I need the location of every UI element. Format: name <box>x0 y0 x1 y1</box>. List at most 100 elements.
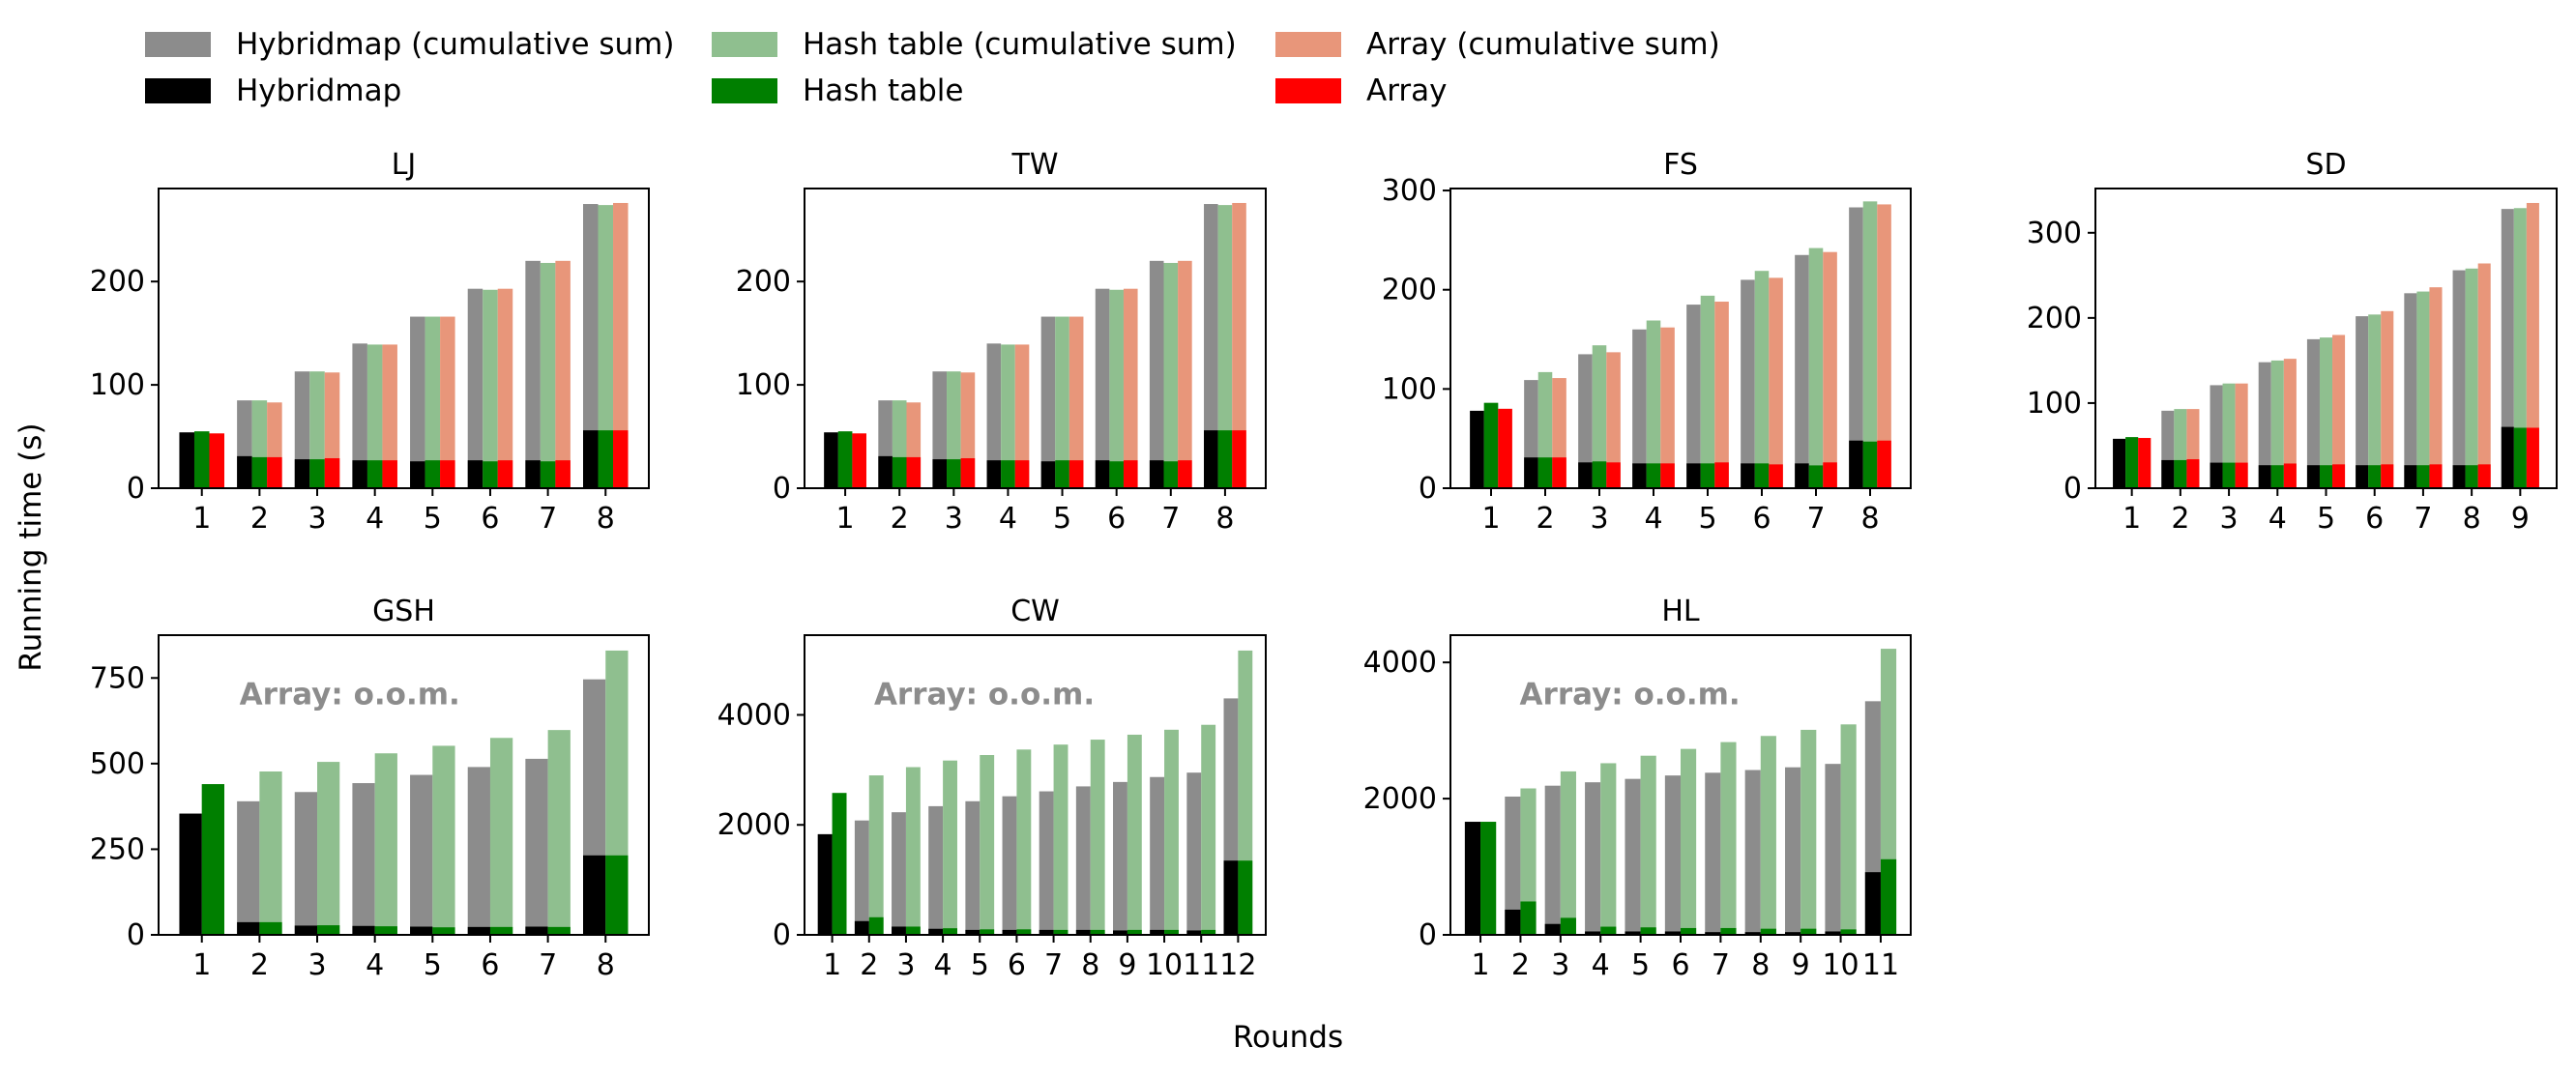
bar-hash-table-2 <box>892 456 907 488</box>
bar-hash-table-cumulative-sum--5 <box>432 745 455 935</box>
x-tick-label: 1 <box>2122 502 2141 536</box>
bar-hash-table-4 <box>1001 460 1015 488</box>
bar-hash-table-cumulative-sum--4 <box>374 753 397 935</box>
bar-hash-table-2 <box>1520 901 1537 935</box>
bar-hash-table-cumulative-sum--4 <box>1646 320 1661 488</box>
legend-label: Hybridmap <box>236 73 402 108</box>
bar-array-2 <box>906 456 922 488</box>
x-tick-label: 3 <box>945 502 963 536</box>
bar-array-cumulative-sum--7 <box>1823 251 1837 488</box>
bar-hybridmap-cumulative-sum--10 <box>1825 764 1841 935</box>
x-tick-label: 2 <box>860 948 878 982</box>
y-tick-label: 300 <box>2027 217 2082 250</box>
legend-label: Hybridmap (cumulative sum) <box>236 27 675 62</box>
axes-frame <box>158 188 650 489</box>
legend: Hybridmap (cumulative sum) Hybridmap Has… <box>145 21 1789 113</box>
bar-array-6 <box>497 460 513 488</box>
x-tick-label: 8 <box>1751 948 1770 982</box>
bar-array-cumulative-sum--6 <box>497 288 513 488</box>
bar-array-cumulative-sum--8 <box>2477 263 2491 488</box>
bar-hybridmap-2 <box>854 920 869 935</box>
bar-hash-table-5 <box>2319 465 2333 488</box>
x-tick-label: 1 <box>823 948 841 982</box>
x-tick-label: 1 <box>1481 502 1500 536</box>
legend-item-hashtable: Hash table <box>712 68 963 114</box>
x-tick-label: 7 <box>1044 948 1063 982</box>
bar-hash-table-cumulative-sum--8 <box>1090 740 1105 935</box>
bar-hybridmap-cumulative-sum--7 <box>1039 791 1054 935</box>
axes-frame <box>1449 188 1912 489</box>
legend-swatch <box>145 78 211 103</box>
bar-array-3 <box>2235 462 2248 488</box>
y-tick-label: 100 <box>2027 387 2082 421</box>
bar-hybridmap-3 <box>932 459 948 488</box>
bar-hash-table-cumulative-sum--7 <box>1163 262 1179 488</box>
bar-hybridmap-11 <box>1186 930 1202 935</box>
bar-hash-table-cumulative-sum--6 <box>1016 749 1032 935</box>
bar-hash-table-9 <box>2513 427 2527 488</box>
bar-hybridmap-2 <box>237 921 260 935</box>
bar-hybridmap-1 <box>179 432 194 488</box>
x-tick-label: 1 <box>1471 948 1489 982</box>
bar-hybridmap-cumulative-sum--9 <box>1113 781 1127 935</box>
bar-array-3 <box>324 458 340 488</box>
bar-hybridmap-cumulative-sum--3 <box>932 371 948 488</box>
bar-array-cumulative-sum--7 <box>2429 287 2443 488</box>
bar-hash-table-cumulative-sum--3 <box>1560 771 1576 935</box>
bar-hybridmap-7 <box>2404 465 2417 488</box>
bar-array-1 <box>209 433 224 488</box>
bar-array-4 <box>1014 460 1030 488</box>
bar-hybridmap-cumulative-sum--6 <box>1664 775 1681 935</box>
x-tick-label: 4 <box>934 948 952 982</box>
bar-hybridmap-1 <box>1470 410 1484 488</box>
bar-hybridmap-cumulative-sum--5 <box>2306 338 2320 488</box>
y-tick-label: 100 <box>1382 372 1437 406</box>
axes-frame <box>158 634 650 936</box>
bar-hybridmap-2 <box>1505 909 1521 935</box>
bar-hybridmap-10 <box>1825 931 1841 935</box>
bar-hash-table-cumulative-sum--6 <box>1681 748 1697 935</box>
bar-hash-table-7 <box>540 461 556 488</box>
axes-frame <box>804 634 1267 936</box>
bar-hash-table-cumulative-sum--6 <box>483 289 498 488</box>
legend-swatch <box>1275 78 1341 103</box>
x-tick-label: 9 <box>1792 948 1810 982</box>
bar-array-5 <box>1714 462 1729 488</box>
bar-hybridmap-cumulative-sum--3 <box>294 792 318 935</box>
bar-hybridmap-2 <box>2161 459 2175 488</box>
bar-hash-table-cumulative-sum--4 <box>1600 763 1617 935</box>
bar-hash-table-8 <box>605 855 629 935</box>
x-tick-label: 1 <box>192 502 211 536</box>
x-tick-label: 3 <box>896 948 915 982</box>
x-tick-label: 2 <box>250 948 269 982</box>
bar-hash-table-cumulative-sum--5 <box>2319 337 2333 488</box>
bar-hybridmap-cumulative-sum--2 <box>854 820 869 935</box>
bar-hash-table-7 <box>2416 465 2430 488</box>
y-tick-label: 0 <box>127 918 145 952</box>
bar-hybridmap-6 <box>2356 465 2369 488</box>
bar-hash-table-cumulative-sum--9 <box>1800 729 1817 935</box>
bar-hybridmap-cumulative-sum--5 <box>410 774 433 935</box>
bar-hash-table-cumulative-sum--4 <box>2270 360 2284 488</box>
bar-hash-table-cumulative-sum--9 <box>2513 208 2527 488</box>
bar-hybridmap-cumulative-sum--8 <box>1204 204 1218 488</box>
bar-array-4 <box>2283 463 2297 488</box>
bar-array-7 <box>1178 460 1192 488</box>
bar-hybridmap-4 <box>1585 931 1601 935</box>
bar-hybridmap-11 <box>1864 872 1881 935</box>
x-tick-label: 12 <box>1219 948 1256 982</box>
bar-array-8 <box>2477 464 2491 488</box>
bar-hybridmap-4 <box>352 460 367 488</box>
bar-hash-table-cumulative-sum--7 <box>540 262 556 488</box>
bar-hybridmap-cumulative-sum--4 <box>352 343 367 488</box>
x-tick-label: 9 <box>1118 948 1136 982</box>
x-tick-label: 2 <box>891 502 909 536</box>
panel-sd: SD 0 100 200 300 1 2 3 4 5 6 7 8 9 <box>2027 148 2558 536</box>
bar-hybridmap-cumulative-sum--4 <box>928 805 944 935</box>
bar-array-3 <box>960 458 976 488</box>
y-tick-label: 200 <box>2027 302 2082 335</box>
x-tick-label: 7 <box>2414 502 2432 536</box>
legend-label: Array (cumulative sum) <box>1366 27 1720 62</box>
x-tick-label: 3 <box>2220 502 2239 536</box>
